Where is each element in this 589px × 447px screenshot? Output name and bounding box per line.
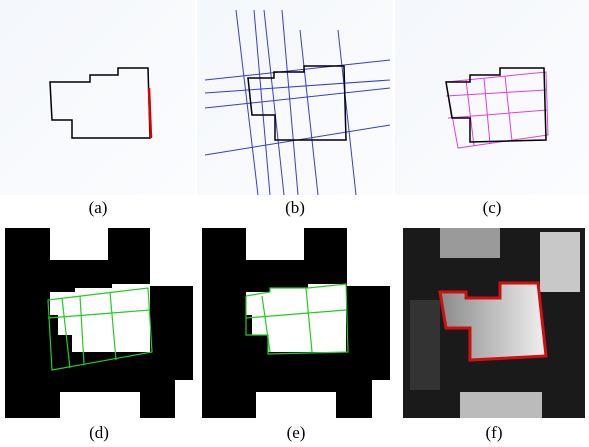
panel-label: (e) [287, 423, 306, 442]
panel-e [202, 228, 390, 418]
panel-c [395, 0, 589, 195]
panel-label: (c) [483, 198, 502, 217]
panel-label: (d) [89, 423, 109, 442]
panel-label: (b) [285, 198, 305, 217]
panel-f [403, 228, 585, 418]
panel-label: (f) [486, 423, 503, 442]
panel-d [5, 228, 193, 418]
panel-label: (a) [89, 198, 108, 217]
figure: (a) (b) (c) (d) (e) (f) [0, 0, 589, 447]
panel-a [0, 0, 195, 195]
page: (a) (b) (c) (d) (e) (f) (() => { const d… [0, 0, 589, 447]
panel-b [197, 0, 392, 195]
